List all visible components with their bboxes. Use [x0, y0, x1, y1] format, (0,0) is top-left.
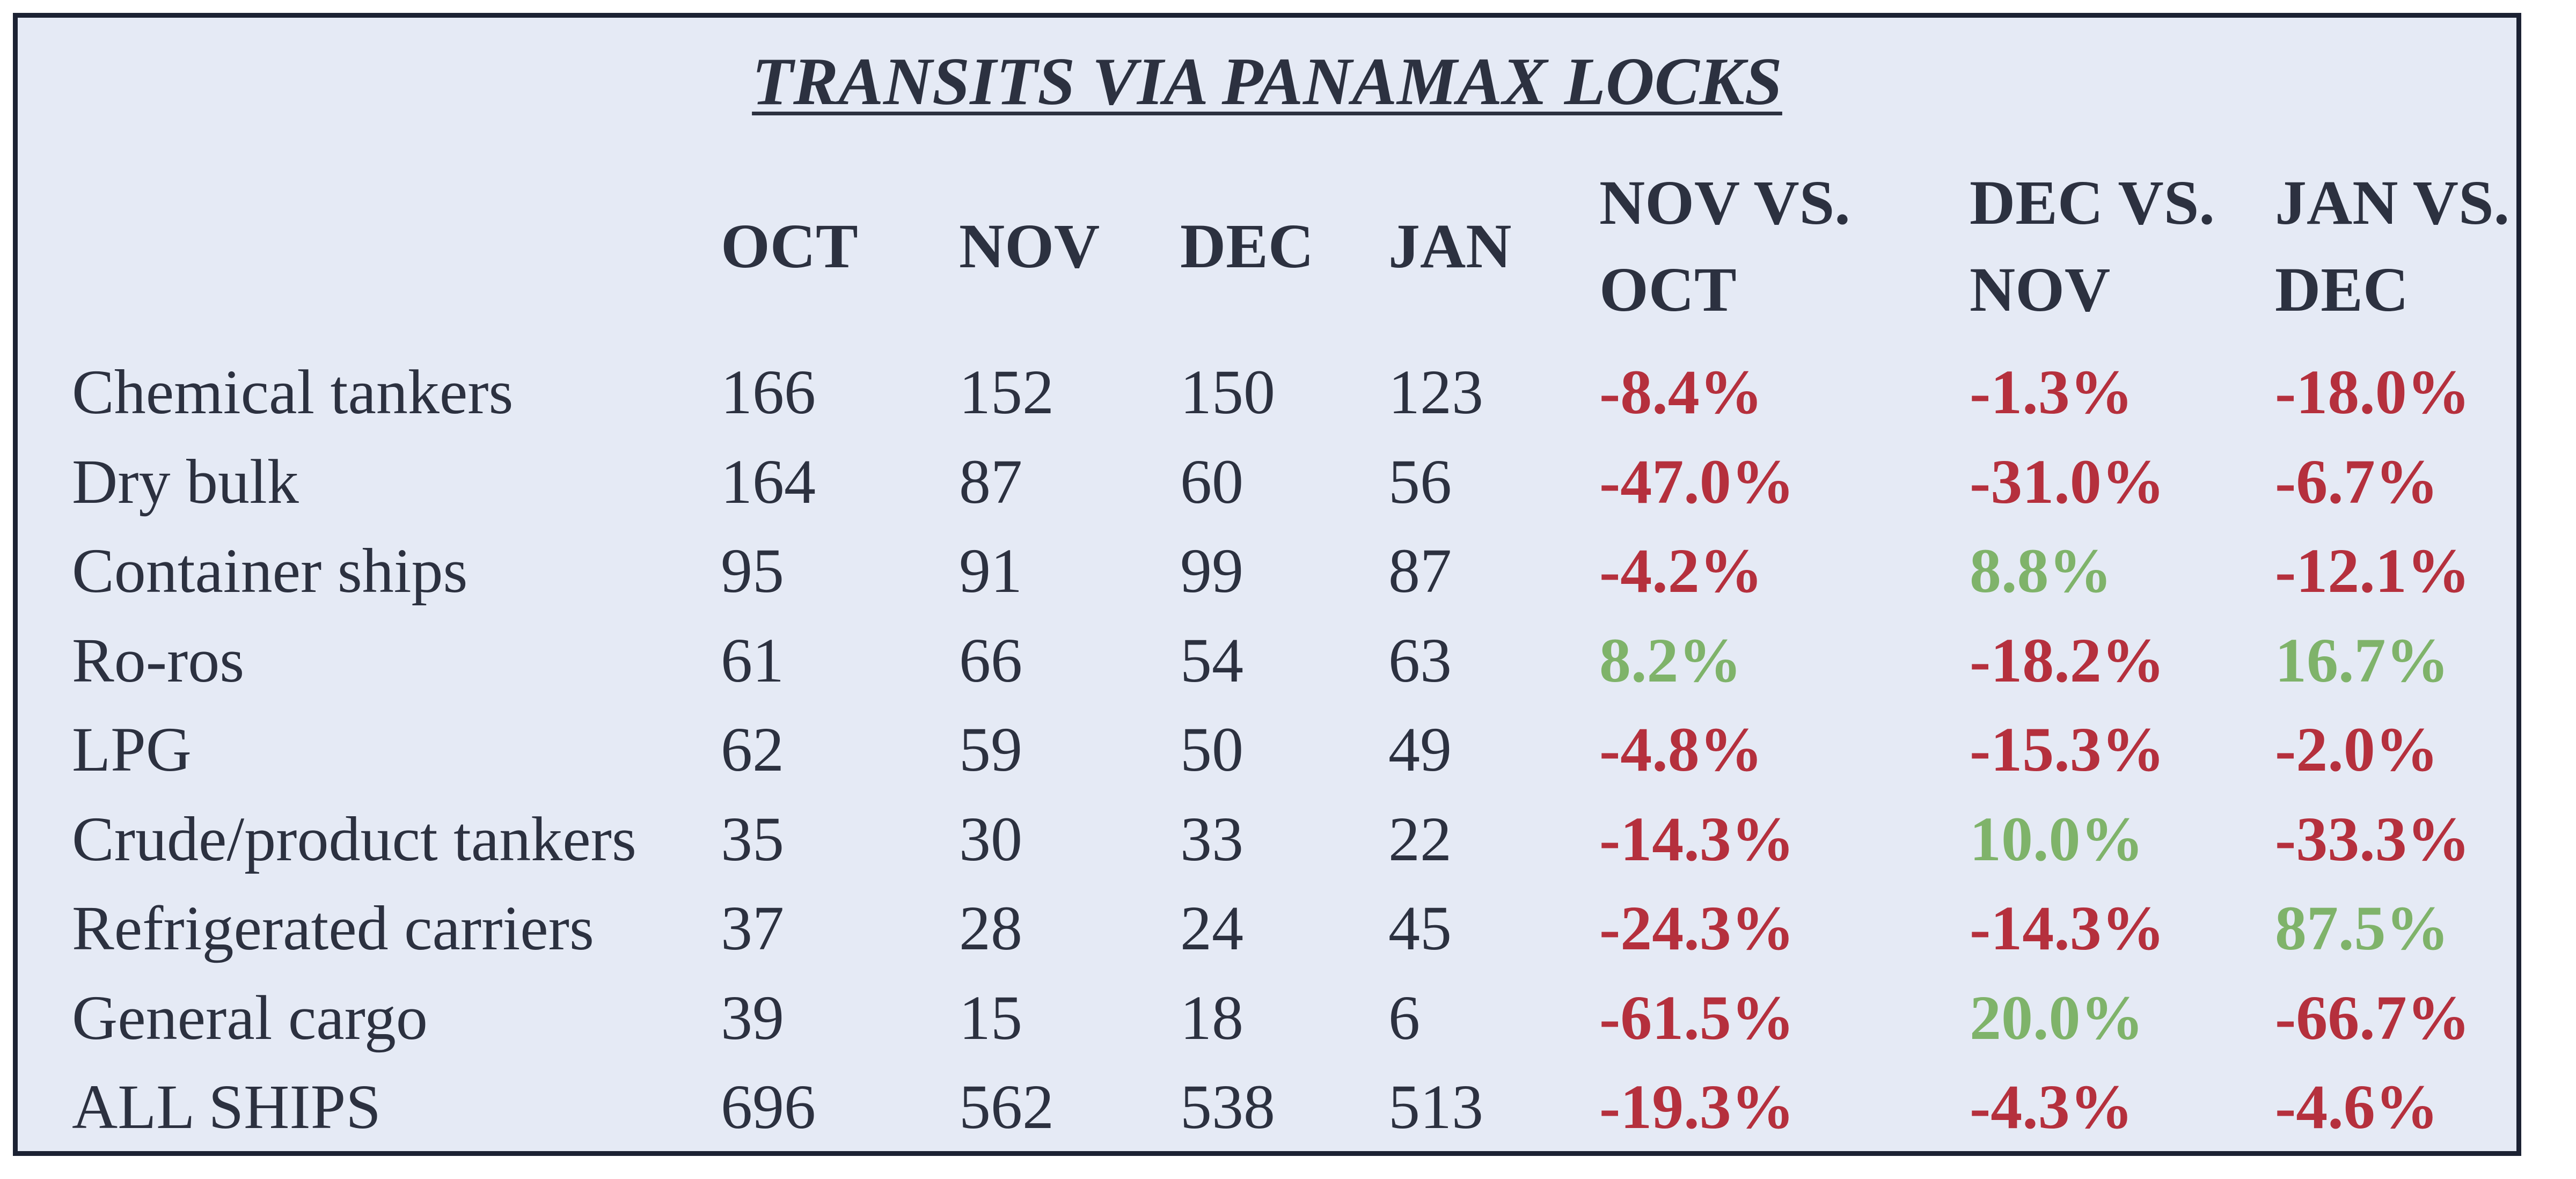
cell-dec-vs-nov: -31.0% — [1970, 446, 2165, 517]
header-jan-vs-dec-line1: JAN VS. — [2275, 167, 2510, 238]
header-nov-vs-oct-line2: OCT — [1599, 254, 1737, 325]
row-label: Refrigerated carriers — [72, 893, 594, 963]
cell-oct: 37 — [721, 893, 784, 963]
cell-dec-vs-nov: 8.8% — [1970, 536, 2112, 606]
header-dec-vs-nov-line1: DEC VS. — [1970, 167, 2215, 238]
cell-nov: 59 — [959, 714, 1022, 785]
cell-nov-vs-oct: -19.3% — [1599, 1072, 1795, 1142]
cell-dec: 54 — [1180, 625, 1243, 695]
row-label: ALL SHIPS — [72, 1072, 381, 1142]
cell-nov-vs-oct: -61.5% — [1599, 982, 1795, 1053]
table-row: ALL SHIPS 696 562 538 513 -19.3% -4.3% -4.6% — [18, 1063, 2516, 1152]
cell-oct: 164 — [721, 446, 816, 517]
header-jan-vs-dec-line2: DEC — [2275, 254, 2409, 325]
cell-nov-vs-oct: -4.8% — [1599, 714, 1763, 785]
cell-oct: 166 — [721, 357, 816, 427]
cell-jan: 56 — [1388, 446, 1452, 517]
row-label: Chemical tankers — [72, 357, 514, 427]
table-row: LPG 62 59 50 49 -4.8% -15.3% -2.0% — [18, 705, 2516, 794]
cell-nov-vs-oct: -8.4% — [1599, 357, 1763, 427]
cell-oct: 62 — [721, 714, 784, 785]
cell-jan: 87 — [1388, 536, 1452, 606]
cell-nov-vs-oct: -24.3% — [1599, 893, 1795, 963]
cell-dec: 150 — [1180, 357, 1275, 427]
cell-dec-vs-nov: -14.3% — [1970, 893, 2165, 963]
cell-jan-vs-dec: -33.3% — [2275, 803, 2470, 874]
cell-dec: 24 — [1180, 893, 1243, 963]
cell-nov: 87 — [959, 446, 1022, 517]
table-row: Chemical tankers 166 152 150 123 -8.4% -1.3% -1… — [18, 348, 2516, 437]
cell-nov: 66 — [959, 625, 1022, 695]
table-row: Dry bulk 164 87 60 56 -47.0% -31.0% -6.7% — [18, 437, 2516, 526]
cell-jan: 513 — [1388, 1072, 1483, 1142]
cell-oct: 95 — [721, 536, 784, 606]
table-row: General cargo 39 15 18 6 -61.5% 20.0% -66.7% — [18, 973, 2516, 1063]
cell-nov-vs-oct: 8.2% — [1599, 625, 1742, 695]
cell-jan: 49 — [1388, 714, 1452, 785]
cell-dec-vs-nov: 10.0% — [1970, 803, 2144, 874]
cell-dec-vs-nov: -1.3% — [1970, 357, 2133, 427]
cell-jan: 63 — [1388, 625, 1452, 695]
cell-dec: 33 — [1180, 803, 1243, 874]
cell-nov-vs-oct: -14.3% — [1599, 803, 1795, 874]
header-nov-vs-oct-line1: NOV VS. — [1599, 167, 1850, 238]
cell-dec-vs-nov: -15.3% — [1970, 714, 2165, 785]
cell-oct: 35 — [721, 803, 784, 874]
header-jan: JAN — [1388, 211, 1512, 281]
cell-dec: 50 — [1180, 714, 1243, 785]
cell-jan-vs-dec: -6.7% — [2275, 446, 2439, 517]
cell-nov: 15 — [959, 982, 1022, 1053]
cell-jan-vs-dec: 87.5% — [2275, 893, 2449, 963]
cell-jan: 45 — [1388, 893, 1452, 963]
cell-dec: 18 — [1180, 982, 1243, 1053]
cell-oct: 39 — [721, 982, 784, 1053]
cell-nov-vs-oct: -47.0% — [1599, 446, 1795, 517]
table-row: Ro-ros 61 66 54 63 8.2% -18.2% 16.7% — [18, 616, 2516, 705]
cell-jan-vs-dec: -66.7% — [2275, 982, 2470, 1053]
row-label: Crude/product tankers — [72, 803, 636, 874]
header-oct: OCT — [721, 211, 858, 281]
header-dec: DEC — [1180, 211, 1314, 281]
row-label: Dry bulk — [72, 446, 299, 517]
cell-nov-vs-oct: -4.2% — [1599, 536, 1763, 606]
cell-nov: 28 — [959, 893, 1022, 963]
cell-dec: 60 — [1180, 446, 1243, 517]
cell-jan-vs-dec: -2.0% — [2275, 714, 2439, 785]
table-row: Container ships 95 91 99 87 -4.2% 8.8% -12.1% — [18, 526, 2516, 616]
cell-nov: 91 — [959, 536, 1022, 606]
cell-jan: 6 — [1388, 982, 1420, 1053]
cell-jan-vs-dec: 16.7% — [2275, 625, 2449, 695]
table-title: TRANSITS VIA PANAMAX LOCKS — [752, 45, 1782, 119]
transits-table: TRANSITS VIA PANAMAX LOCKS OCT NOV DEC J… — [13, 13, 2521, 1156]
row-label: LPG — [72, 714, 192, 785]
cell-dec: 538 — [1180, 1072, 1275, 1142]
cell-dec-vs-nov: -4.3% — [1970, 1072, 2133, 1142]
cell-jan: 123 — [1388, 357, 1483, 427]
header-dec-vs-nov-line2: NOV — [1970, 254, 2111, 325]
cell-oct: 61 — [721, 625, 784, 695]
cell-jan-vs-dec: -4.6% — [2275, 1072, 2439, 1142]
table-row: Crude/product tankers 35 30 33 22 -14.3% 10.0%… — [18, 795, 2516, 884]
row-label: Container ships — [72, 536, 468, 606]
cell-dec-vs-nov: -18.2% — [1970, 625, 2165, 695]
cell-dec-vs-nov: 20.0% — [1970, 982, 2144, 1053]
header-nov: NOV — [959, 211, 1100, 281]
cell-oct: 696 — [721, 1072, 816, 1142]
cell-dec: 99 — [1180, 536, 1243, 606]
cell-nov: 30 — [959, 803, 1022, 874]
cell-nov: 152 — [959, 357, 1054, 427]
cell-nov: 562 — [959, 1072, 1054, 1142]
cell-jan-vs-dec: -18.0% — [2275, 357, 2470, 427]
row-label: General cargo — [72, 982, 428, 1053]
table-row: Refrigerated carriers 37 28 24 45 -24.3% -14.3… — [18, 884, 2516, 973]
cell-jan-vs-dec: -12.1% — [2275, 536, 2470, 606]
cell-jan: 22 — [1388, 803, 1452, 874]
row-label: Ro-ros — [72, 625, 245, 695]
